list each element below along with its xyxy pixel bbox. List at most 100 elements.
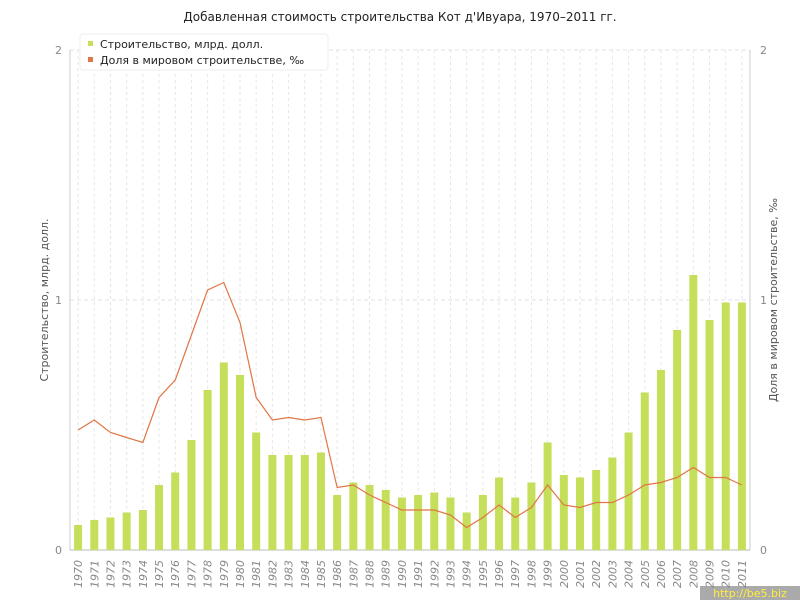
y-tick-label: 1	[55, 294, 62, 307]
x-tick-label: 1987	[347, 560, 360, 588]
x-tick-label: 2000	[558, 560, 571, 588]
y2-tick-label: 0	[760, 544, 767, 557]
x-tick-label: 2011	[736, 560, 749, 588]
x-tick-label: 1996	[493, 560, 506, 588]
x-tick-label: 1972	[104, 560, 117, 588]
bar	[414, 495, 423, 550]
bar	[737, 302, 746, 550]
bar	[268, 455, 277, 550]
x-tick-label: 1999	[542, 560, 555, 588]
legend-swatch	[88, 41, 93, 46]
bar	[236, 375, 244, 550]
x-tick-label: 1977	[185, 560, 198, 588]
x-tick-label: 2001	[574, 560, 587, 588]
x-tick-label: 1995	[477, 560, 490, 588]
chart-title: Добавленная стоимость строительства Кот …	[183, 10, 616, 24]
y-tick-label: 2	[55, 44, 62, 57]
x-tick-label: 1989	[380, 560, 393, 588]
bar	[543, 442, 552, 550]
x-tick-label: 1974	[137, 560, 150, 588]
x-tick-label: 1970	[72, 560, 85, 588]
bar	[171, 472, 180, 550]
bar	[252, 432, 261, 550]
x-tick-label: 1994	[461, 560, 474, 588]
bar	[689, 275, 698, 550]
bar	[397, 497, 406, 550]
x-tick-label: 2010	[720, 560, 733, 588]
x-tick-label: 1979	[218, 560, 231, 588]
x-tick-label: 2006	[655, 560, 668, 588]
bar	[333, 495, 342, 550]
x-tick-label: 2005	[639, 560, 652, 588]
bar	[300, 455, 309, 550]
bar	[511, 497, 520, 550]
x-tick-label: 1976	[169, 560, 182, 588]
x-tick-label: 1980	[234, 560, 247, 588]
y-axis-label: Строительство, млрд. долл.	[38, 218, 51, 381]
bar	[640, 392, 649, 550]
y2-tick-label: 2	[760, 44, 767, 57]
watermark: http://be5.biz	[713, 587, 787, 600]
y2-tick-label: 1	[760, 294, 767, 307]
x-tick-label: 1985	[315, 560, 328, 588]
x-tick-label: 1991	[412, 560, 425, 588]
bar	[462, 512, 471, 550]
bar	[203, 390, 212, 550]
bar	[316, 452, 325, 550]
bar	[155, 485, 164, 550]
x-tick-label: 1982	[266, 560, 279, 588]
bar	[624, 432, 633, 550]
x-tick-label: 1981	[250, 560, 263, 588]
bar	[656, 370, 665, 550]
x-tick-label: 1986	[331, 560, 344, 588]
y2-axis-label: Доля в мировом строительстве, ‰	[767, 198, 780, 402]
bar	[381, 490, 390, 550]
bar	[559, 475, 568, 550]
x-tick-label: 2007	[671, 560, 684, 588]
x-tick-label: 2009	[704, 560, 717, 588]
x-tick-label: 1975	[153, 560, 166, 588]
bar	[349, 482, 358, 550]
bar	[721, 302, 730, 550]
bar	[430, 492, 439, 550]
x-tick-label: 1984	[299, 560, 312, 588]
bar	[74, 525, 83, 550]
legend-label: Доля в мировом строительстве, ‰	[100, 54, 304, 67]
bar	[284, 455, 293, 550]
line	[77, 281, 743, 529]
x-tick-label: 1997	[509, 560, 522, 588]
x-tick-label: 1993	[444, 560, 457, 588]
legend-swatch	[88, 57, 93, 62]
bar	[673, 330, 682, 550]
x-tick-label: 1998	[525, 560, 538, 588]
x-tick-label: 2002	[590, 560, 603, 588]
bar	[527, 482, 536, 550]
bar	[608, 457, 617, 550]
x-tick-label: 1971	[88, 560, 101, 588]
bar	[90, 520, 99, 550]
bar	[187, 440, 196, 550]
bar	[478, 495, 487, 550]
watermark-bg	[700, 586, 800, 600]
bar	[576, 477, 584, 550]
bar	[705, 320, 714, 550]
bar	[219, 362, 228, 550]
bar	[138, 510, 147, 550]
x-tick-label: 1992	[428, 560, 441, 588]
bar	[446, 497, 455, 550]
bar	[365, 485, 374, 550]
x-tick-label: 1973	[121, 560, 134, 588]
x-tick-label: 1990	[396, 560, 409, 588]
x-tick-label: 2004	[623, 560, 636, 588]
legend-box	[79, 33, 329, 71]
bar	[592, 470, 601, 550]
x-tick-label: 1983	[283, 560, 296, 588]
x-tick-label: 2003	[606, 560, 619, 588]
bar	[495, 477, 504, 550]
x-tick-label: 1978	[202, 560, 215, 588]
x-tick-label: 1988	[364, 560, 377, 588]
bar	[122, 512, 131, 550]
bar	[106, 517, 115, 550]
legend-label: Строительство, млрд. долл.	[100, 38, 263, 51]
